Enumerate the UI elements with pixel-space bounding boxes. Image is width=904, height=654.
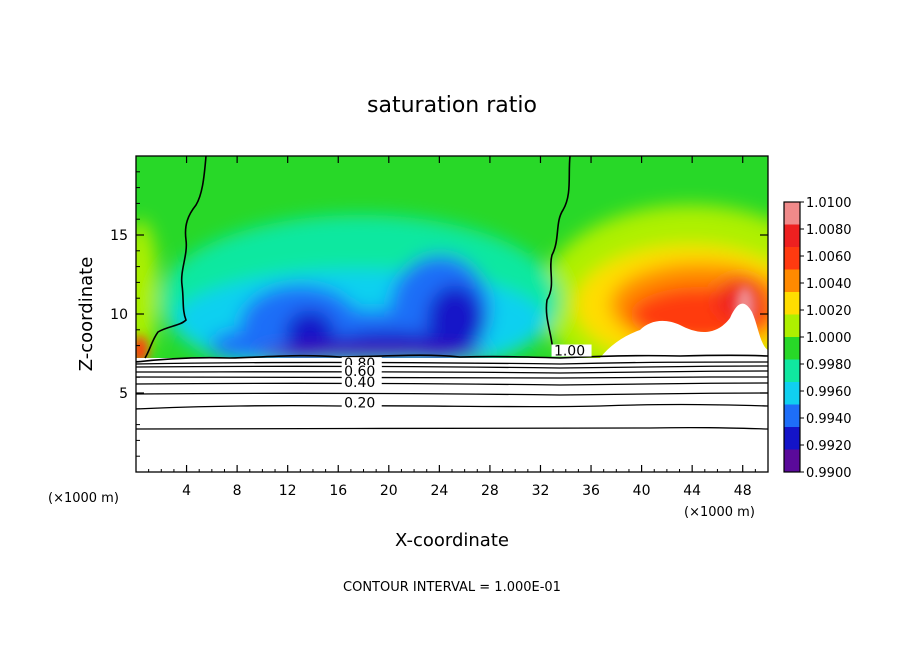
contour-line: [136, 426, 768, 430]
colorbar-label: 1.0000: [806, 331, 852, 346]
colorbar-swatch: [784, 247, 800, 270]
contour-interval-note: CONTOUR INTERVAL = 1.000E-01: [343, 580, 561, 595]
colorbar-label: 1.0040: [806, 277, 852, 292]
contour-labels: 1.000.800.600.400.20: [341, 344, 592, 412]
x-axis-label: X-coordinate: [395, 530, 509, 551]
colorbar-swatch: [784, 449, 800, 473]
contour-lines-lower: [136, 361, 768, 430]
contour-label-bg: [341, 365, 382, 378]
dry-patch: [600, 303, 768, 358]
x-tick-label: 16: [329, 483, 347, 499]
y-axis-ticks: 5 10 15: [110, 171, 768, 457]
colorbar-label: 0.9980: [806, 358, 852, 373]
chart-title: saturation ratio: [367, 93, 537, 118]
colorbar-swatch: [784, 404, 800, 428]
colorbar-swatch: [784, 224, 800, 248]
y-tick-label: 5: [119, 386, 128, 402]
colorbar-swatch: [784, 337, 800, 360]
contour-label: 0.20: [344, 396, 375, 412]
colorbar-label: 1.0080: [806, 223, 852, 238]
x-unit-left: (×1000 m): [48, 491, 119, 506]
saturation-field: [136, 156, 768, 472]
y-axis-label: Z-coordinate: [76, 257, 97, 372]
contour-label-bg: [341, 396, 382, 409]
left-red: [136, 336, 148, 358]
x-tick-label: 40: [633, 483, 651, 499]
x-tick-label: 36: [582, 483, 600, 499]
contour-label: 0.40: [344, 375, 375, 391]
contour-line: [136, 361, 768, 365]
contour-line-1p00-ground: [136, 354, 768, 363]
x-tick-label: 12: [279, 483, 297, 499]
contour-label: 1.00: [554, 344, 585, 360]
colorbar-swatch: [784, 269, 800, 293]
x-axis-ticks: 4 8 12 16 20 24 28 32 36 40 44 48: [148, 156, 756, 499]
contour-label-bg: [551, 344, 592, 357]
x-tick-label: 8: [233, 483, 242, 499]
x-unit-right: (×1000 m): [684, 505, 755, 520]
contour-line: [136, 382, 768, 386]
contour-line: [136, 403, 768, 410]
colorbar-swatch: [784, 202, 800, 225]
colorbar-swatch: [784, 314, 800, 338]
contour-line: [136, 376, 768, 379]
colorbar-swatch: [784, 359, 800, 383]
colorbar-label: 0.9900: [806, 466, 852, 481]
colorbar-label: 0.9940: [806, 412, 852, 427]
colorbar: 1.0100 1.0080 1.0060 1.0040 1.0020 1.0000 0.99…: [783, 196, 852, 481]
x-tick-label: 44: [683, 483, 701, 499]
x-tick-label: 28: [481, 483, 499, 499]
cool-navy-b: [285, 310, 335, 358]
left-yellow: [136, 220, 158, 358]
contour-label: 0.60: [344, 364, 375, 380]
cool-navy-a: [427, 285, 483, 355]
x-tick-label: 32: [532, 483, 550, 499]
colorbar-label: 1.0020: [806, 304, 852, 319]
x-tick-label: 4: [182, 483, 191, 499]
contour-label-bg: [341, 376, 382, 389]
colorbar-swatch: [784, 427, 800, 450]
contour-line: [136, 370, 768, 374]
cool-blue-d: [210, 331, 270, 358]
x-tick-label: 48: [734, 483, 752, 499]
x-tick-label: 20: [380, 483, 398, 499]
colorbar-label: 1.0060: [806, 250, 852, 265]
contour-line-1p00-left: [144, 156, 207, 359]
contour-line: [136, 365, 768, 369]
y-tick-label: 10: [110, 307, 128, 323]
colorbar-swatch: [784, 382, 800, 405]
x-tick-label: 24: [430, 483, 448, 499]
contour-line: [136, 392, 768, 396]
colorbar-swatch: [784, 292, 800, 315]
colorbar-label: 0.9920: [806, 439, 852, 454]
contour-line-1p00-mid: [545, 156, 571, 356]
colorbar-label: 1.0100: [806, 196, 852, 211]
colorbar-label: 0.9960: [806, 385, 852, 400]
y-tick-label: 15: [110, 228, 128, 244]
